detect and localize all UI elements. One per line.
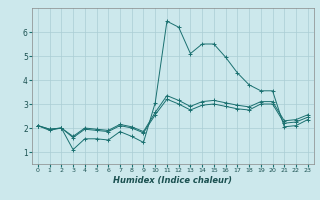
X-axis label: Humidex (Indice chaleur): Humidex (Indice chaleur) [113,176,232,185]
